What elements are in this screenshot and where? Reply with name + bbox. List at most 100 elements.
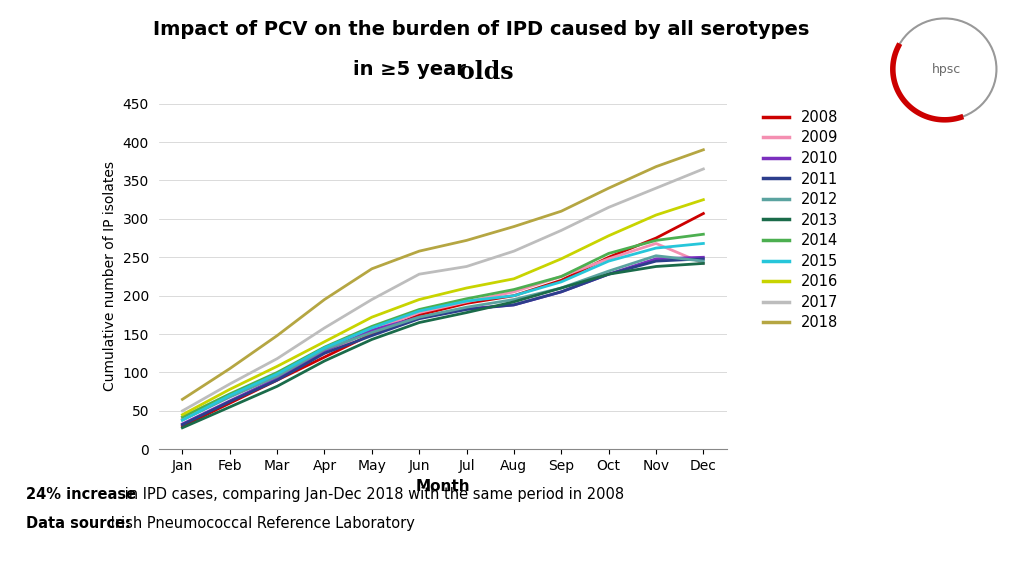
2011 <box>223 398 236 405</box>
Text: Impact of PCV on the burden of IPD caused by all serotypes: Impact of PCV on the burden of IPD cause… <box>154 20 809 39</box>
2008 <box>176 423 188 430</box>
2010 <box>461 305 473 312</box>
Line: 2010: 2010 <box>182 257 703 424</box>
2010 <box>318 347 331 354</box>
2011 <box>176 421 188 428</box>
2009 <box>602 255 614 262</box>
Text: olds: olds <box>459 60 513 85</box>
2015 <box>508 292 520 299</box>
2016 <box>318 338 331 345</box>
2008 <box>223 400 236 407</box>
2009 <box>176 415 188 422</box>
2010 <box>697 254 710 261</box>
2015 <box>366 324 378 331</box>
Y-axis label: Cumulative number of IP isolates: Cumulative number of IP isolates <box>103 161 117 392</box>
2008 <box>271 377 284 384</box>
2017 <box>176 407 188 414</box>
2013 <box>650 263 663 270</box>
2016 <box>697 196 710 203</box>
2015 <box>697 240 710 247</box>
2015 <box>271 370 284 377</box>
2012 <box>318 346 331 353</box>
2012 <box>461 304 473 310</box>
2017 <box>555 227 567 234</box>
Text: 16: 16 <box>976 558 995 573</box>
2018 <box>176 396 188 403</box>
2018 <box>366 266 378 272</box>
2017 <box>508 248 520 255</box>
2014 <box>271 369 284 376</box>
2012 <box>508 296 520 303</box>
2010 <box>555 289 567 295</box>
2016 <box>650 211 663 218</box>
2018 <box>555 208 567 215</box>
2012 <box>176 416 188 423</box>
2010 <box>602 271 614 278</box>
2017 <box>413 271 425 278</box>
Line: 2011: 2011 <box>182 259 703 425</box>
2017 <box>461 263 473 270</box>
2009 <box>697 260 710 267</box>
2011 <box>555 289 567 295</box>
2009 <box>223 392 236 399</box>
2013 <box>697 260 710 267</box>
Text: Data source:: Data source: <box>26 516 131 530</box>
Circle shape <box>895 21 994 118</box>
2010 <box>413 314 425 321</box>
2015 <box>176 416 188 423</box>
2016 <box>176 411 188 418</box>
2018 <box>650 163 663 170</box>
2010 <box>271 375 284 382</box>
2015 <box>318 344 331 351</box>
2018 <box>461 237 473 244</box>
2011 <box>602 271 614 278</box>
Text: in ≥5 year: in ≥5 year <box>353 60 473 79</box>
2009 <box>271 373 284 380</box>
2013 <box>318 358 331 365</box>
2014 <box>223 391 236 397</box>
2011 <box>413 315 425 322</box>
2015 <box>650 245 663 252</box>
2014 <box>461 295 473 302</box>
2015 <box>413 308 425 314</box>
2018 <box>508 223 520 230</box>
2008 <box>602 254 614 261</box>
2018 <box>223 365 236 372</box>
2011 <box>318 350 331 357</box>
2016 <box>366 314 378 321</box>
2009 <box>650 240 663 247</box>
2018 <box>318 296 331 303</box>
2014 <box>176 414 188 420</box>
2012 <box>650 252 663 259</box>
2008 <box>318 354 331 361</box>
2017 <box>318 324 331 331</box>
2015 <box>555 278 567 285</box>
2014 <box>413 306 425 313</box>
2012 <box>413 314 425 321</box>
Line: 2013: 2013 <box>182 263 703 428</box>
2011 <box>271 377 284 384</box>
2010 <box>176 420 188 427</box>
Line: 2017: 2017 <box>182 169 703 411</box>
2013 <box>176 425 188 431</box>
Line: 2015: 2015 <box>182 244 703 420</box>
2014 <box>555 273 567 280</box>
2013 <box>223 404 236 411</box>
2010 <box>366 327 378 334</box>
2011 <box>508 301 520 308</box>
2016 <box>555 255 567 262</box>
2016 <box>508 275 520 282</box>
2009 <box>413 309 425 316</box>
2018 <box>413 248 425 255</box>
2018 <box>271 332 284 339</box>
2010 <box>650 255 663 262</box>
2017 <box>602 204 614 211</box>
2009 <box>555 273 567 280</box>
Text: hpsc: hpsc <box>933 63 962 75</box>
Line: 2016: 2016 <box>182 200 703 415</box>
2016 <box>271 363 284 370</box>
2018 <box>602 185 614 192</box>
2009 <box>461 298 473 305</box>
2012 <box>271 373 284 380</box>
2009 <box>318 350 331 357</box>
